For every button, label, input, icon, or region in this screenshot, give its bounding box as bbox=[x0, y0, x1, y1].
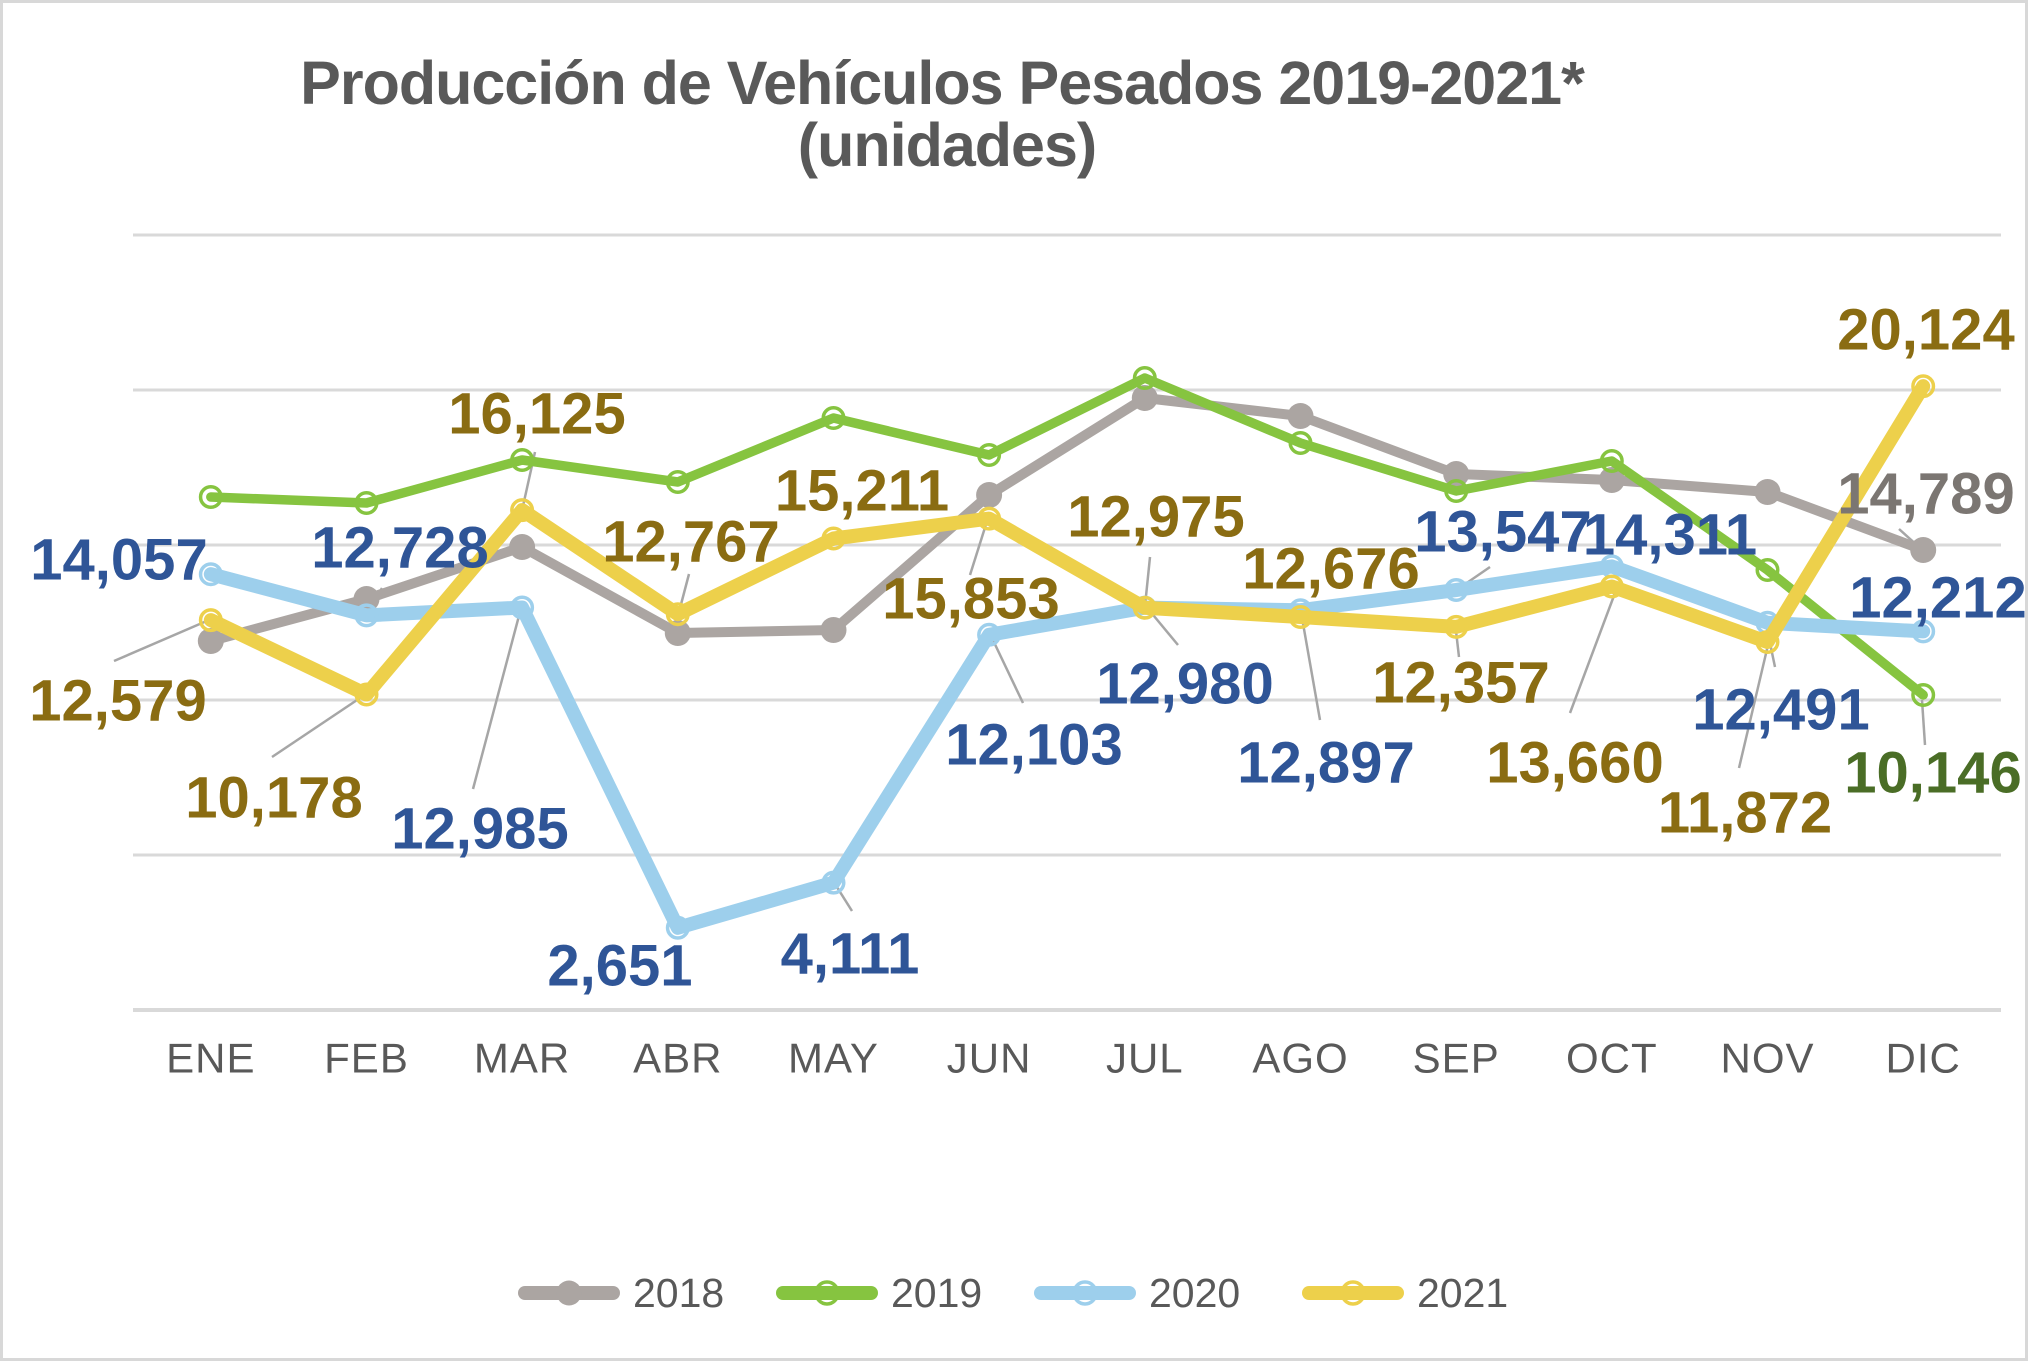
svg-text:(unidades): (unidades) bbox=[798, 111, 1096, 179]
svg-text:AGO: AGO bbox=[1252, 1035, 1348, 1082]
svg-text:2021: 2021 bbox=[1417, 1270, 1508, 1316]
svg-text:12,980: 12,980 bbox=[1096, 652, 1273, 717]
svg-text:ABR: ABR bbox=[633, 1035, 722, 1082]
svg-text:4,111: 4,111 bbox=[781, 922, 920, 987]
svg-text:12,985: 12,985 bbox=[391, 797, 568, 862]
svg-text:12,975: 12,975 bbox=[1067, 485, 1244, 550]
svg-text:12,897: 12,897 bbox=[1237, 731, 1414, 796]
svg-text:12,103: 12,103 bbox=[945, 713, 1122, 778]
svg-text:15,211: 15,211 bbox=[775, 459, 949, 524]
svg-text:12,767: 12,767 bbox=[602, 510, 779, 575]
svg-text:MAY: MAY bbox=[788, 1035, 879, 1082]
svg-text:OCT: OCT bbox=[1566, 1035, 1658, 1082]
svg-text:12,491: 12,491 bbox=[1692, 678, 1869, 743]
svg-text:10,178: 10,178 bbox=[185, 766, 362, 831]
svg-text:12,676: 12,676 bbox=[1242, 537, 1419, 602]
svg-text:2,651: 2,651 bbox=[547, 934, 692, 999]
svg-text:12,212: 12,212 bbox=[1849, 566, 2026, 631]
svg-text:12,357: 12,357 bbox=[1372, 651, 1549, 716]
svg-text:SEP: SEP bbox=[1413, 1035, 1500, 1082]
svg-text:13,660: 13,660 bbox=[1486, 731, 1663, 796]
svg-text:2020: 2020 bbox=[1149, 1270, 1240, 1316]
svg-text:JUL: JUL bbox=[1106, 1035, 1184, 1082]
svg-text:ENE: ENE bbox=[166, 1035, 255, 1082]
svg-text:12,728: 12,728 bbox=[311, 516, 488, 581]
svg-text:DIC: DIC bbox=[1886, 1035, 1961, 1082]
svg-text:2018: 2018 bbox=[633, 1270, 724, 1316]
svg-text:NOV: NOV bbox=[1720, 1035, 1814, 1082]
svg-text:10,146: 10,146 bbox=[1844, 741, 2021, 806]
svg-text:Producción de Vehículos Pesado: Producción de Vehículos Pesados 2019-202… bbox=[300, 49, 1585, 117]
svg-text:14,311: 14,311 bbox=[1583, 503, 1757, 568]
svg-text:JUN: JUN bbox=[947, 1035, 1032, 1082]
svg-text:16,125: 16,125 bbox=[448, 382, 625, 447]
svg-text:FEB: FEB bbox=[324, 1035, 409, 1082]
svg-text:20,124: 20,124 bbox=[1837, 298, 2014, 363]
svg-text:13,547: 13,547 bbox=[1414, 500, 1591, 565]
svg-text:14,057: 14,057 bbox=[30, 528, 207, 593]
svg-text:15,853: 15,853 bbox=[882, 567, 1059, 632]
svg-text:11,872: 11,872 bbox=[1658, 781, 1832, 846]
svg-text:14,789: 14,789 bbox=[1837, 462, 2014, 527]
svg-text:2019: 2019 bbox=[891, 1270, 982, 1316]
svg-text:12,579: 12,579 bbox=[29, 669, 206, 734]
svg-text:MAR: MAR bbox=[474, 1035, 570, 1082]
